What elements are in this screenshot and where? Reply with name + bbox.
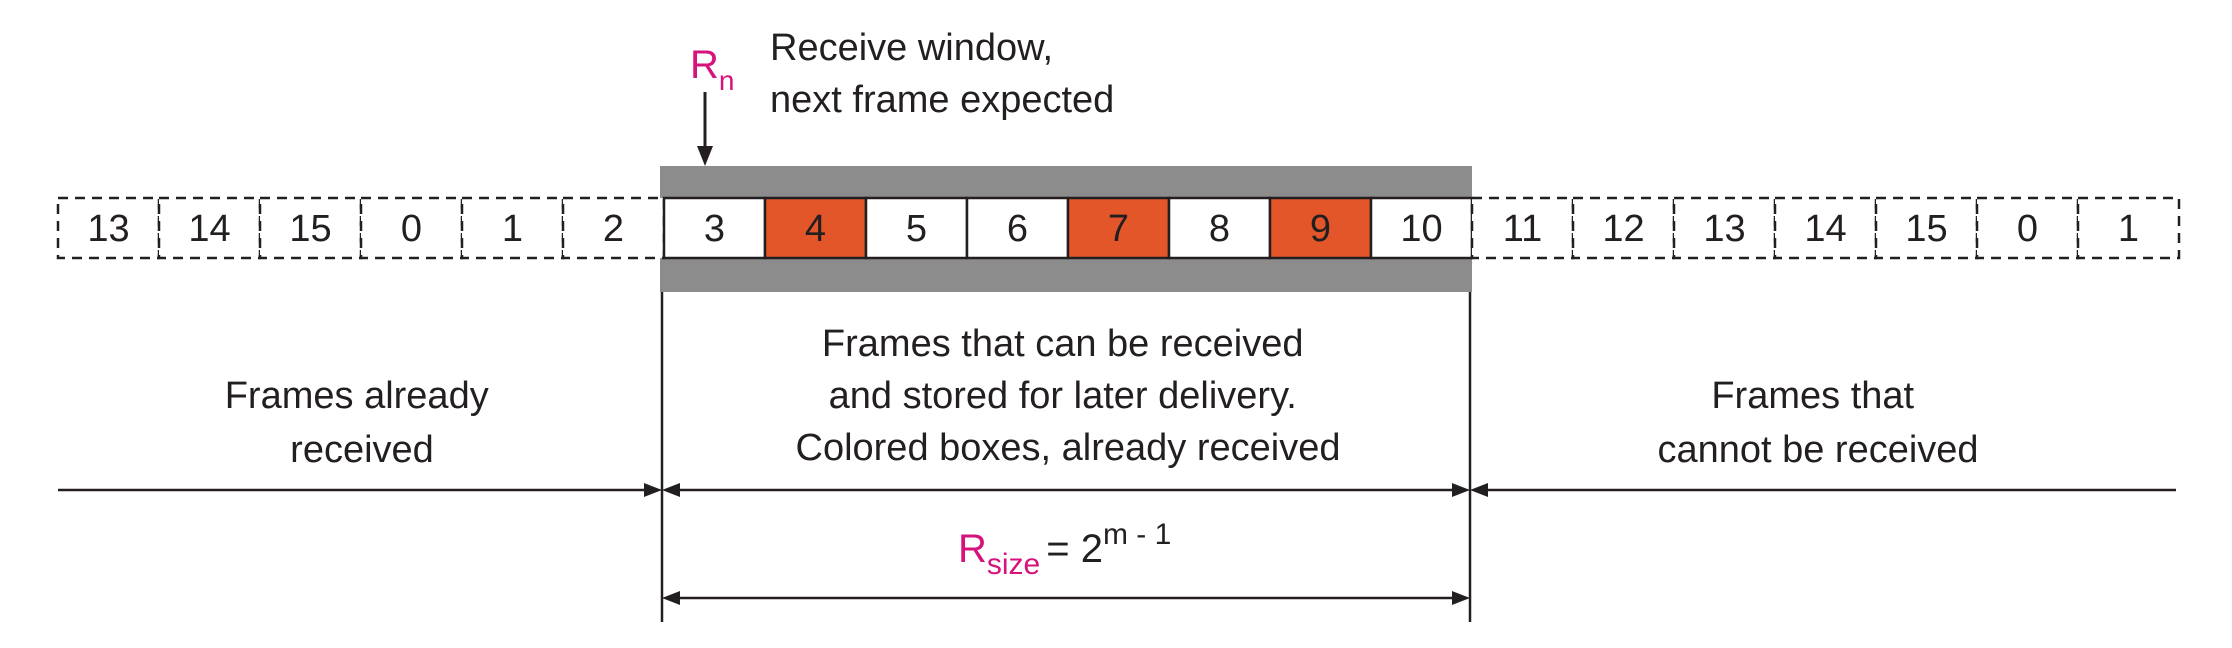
- frame-box-right-1: 12: [1571, 196, 1676, 260]
- rn-symbol: R: [690, 43, 719, 87]
- frame-box-right-4: 15: [1874, 196, 1979, 260]
- frames-left-group: 13 14 15 0 1 2: [56, 196, 666, 260]
- frame-box-left-4: 1: [460, 196, 565, 260]
- frames-right-group: 11 12 13 14 15 0 1: [1470, 196, 2181, 260]
- frame-box-rect: [965, 196, 1070, 260]
- frame-box-right-6: 1: [2076, 196, 2181, 260]
- frame-box-rect: [561, 196, 666, 260]
- frame-box-window-4: 7: [1066, 196, 1171, 260]
- frame-number: 13: [1703, 208, 1745, 250]
- frame-box-rect: [157, 196, 262, 260]
- frame-box-rect: [1571, 196, 1676, 260]
- frame-number: 14: [188, 208, 230, 250]
- frame-number: 10: [1400, 208, 1442, 250]
- frame-box-left-5: 2: [561, 196, 666, 260]
- rn-subscript: n: [719, 65, 735, 96]
- frame-number: 1: [502, 208, 523, 250]
- size-arrow-head-right: [1452, 591, 1470, 605]
- frame-number: 0: [2017, 208, 2038, 250]
- region-right-line1: Frames that: [1711, 375, 1914, 417]
- region-left-line2: received: [290, 429, 434, 471]
- formula-equals-base: = 2: [1046, 527, 1103, 571]
- frame-box-left-3: 0: [359, 196, 464, 260]
- frame-box-rect: [1268, 196, 1373, 260]
- frame-box-left-1: 14: [157, 196, 262, 260]
- frame-box-rect: [1369, 196, 1474, 260]
- region-middle-label: Frames that can be received and stored f…: [796, 323, 1341, 469]
- frame-number: 0: [401, 208, 422, 250]
- rsize-symbol: R: [958, 527, 987, 571]
- region-middle-line1: Frames that can be received: [822, 323, 1304, 365]
- region-arrows: [58, 488, 2176, 600]
- frame-number: 7: [1108, 208, 1129, 250]
- region-left-line1: Frames already: [225, 375, 489, 417]
- frame-box-rect: [763, 196, 868, 260]
- frame-box-right-2: 13: [1672, 196, 1777, 260]
- region-middle-line3: Colored boxes, already received: [796, 427, 1341, 469]
- rn-pointer: Rn: [690, 43, 734, 166]
- middle-region-arrow-head-left: [662, 483, 680, 497]
- receive-window-label-line2: next frame expected: [770, 79, 1114, 121]
- svg-text:Rn: Rn: [690, 43, 734, 96]
- region-right-label: Frames that cannot be received: [1657, 375, 1978, 471]
- frame-box-rect: [460, 196, 565, 260]
- window-size-formula: Rsize = 2m - 1: [958, 518, 1171, 581]
- left-region-arrow-head: [644, 483, 662, 497]
- middle-region-arrow-head-right: [1452, 483, 1470, 497]
- right-region-arrow-head: [1470, 483, 1488, 497]
- frame-number: 1: [2118, 208, 2139, 250]
- receive-window-label-line1: Receive window,: [770, 27, 1053, 69]
- frame-number: 11: [1503, 208, 1542, 250]
- frame-number: 14: [1804, 208, 1846, 250]
- frames-window-group: 3 4 5 6 7 8 9 10: [662, 196, 1474, 260]
- frame-number: 3: [704, 208, 725, 250]
- rn-arrow-head: [697, 146, 713, 166]
- frame-number: 15: [1905, 208, 1947, 250]
- formula-exponent: m - 1: [1103, 518, 1171, 551]
- frame-box-window-2: 5: [864, 196, 969, 260]
- rsize-subscript: size: [987, 548, 1040, 581]
- size-arrow-head-left: [662, 591, 680, 605]
- frame-number: 2: [603, 208, 624, 250]
- frame-box-window-7: 10: [1369, 196, 1474, 260]
- arrow-heads: [644, 483, 1488, 605]
- region-left-label: Frames already received: [225, 375, 500, 471]
- frame-box-rect: [359, 196, 464, 260]
- frame-number: 13: [87, 208, 129, 250]
- frame-number: 6: [1007, 208, 1028, 250]
- frame-box-window-1: 4: [763, 196, 868, 260]
- region-right-line2: cannot be received: [1657, 429, 1978, 471]
- frame-box-rect: [1167, 196, 1272, 260]
- frame-box-right-5: 0: [1975, 196, 2080, 260]
- frame-box-left-0: 13: [56, 196, 161, 260]
- frame-number: 12: [1602, 208, 1644, 250]
- frame-box-rect: [1874, 196, 1979, 260]
- frame-box-rect: [1672, 196, 1777, 260]
- frame-box-window-3: 6: [965, 196, 1070, 260]
- frame-box-rect: [864, 196, 969, 260]
- frame-box-window-6: 9: [1268, 196, 1373, 260]
- frame-box-left-2: 15: [258, 196, 363, 260]
- frame-number: 9: [1310, 208, 1331, 250]
- receive-window-label: Receive window, next frame expected: [770, 27, 1114, 121]
- frame-box-window-0: 3: [662, 196, 767, 260]
- region-middle-line2: and stored for later delivery.: [829, 375, 1297, 417]
- frame-box-right-0: 11: [1470, 196, 1575, 260]
- frame-number: 15: [289, 208, 331, 250]
- frame-box-rect: [1773, 196, 1878, 260]
- frame-box-right-3: 14: [1773, 196, 1878, 260]
- frame-box-rect: [258, 196, 363, 260]
- frame-number: 8: [1209, 208, 1230, 250]
- frame-box-rect: [2076, 196, 2181, 260]
- frame-number: 4: [805, 208, 826, 250]
- frame-box-rect: [56, 196, 161, 260]
- frame-box-rect: [662, 196, 767, 260]
- frame-number: 5: [906, 208, 927, 250]
- frame-box-rect: [1975, 196, 2080, 260]
- frame-box-window-5: 8: [1167, 196, 1272, 260]
- frame-box-rect: [1470, 196, 1575, 260]
